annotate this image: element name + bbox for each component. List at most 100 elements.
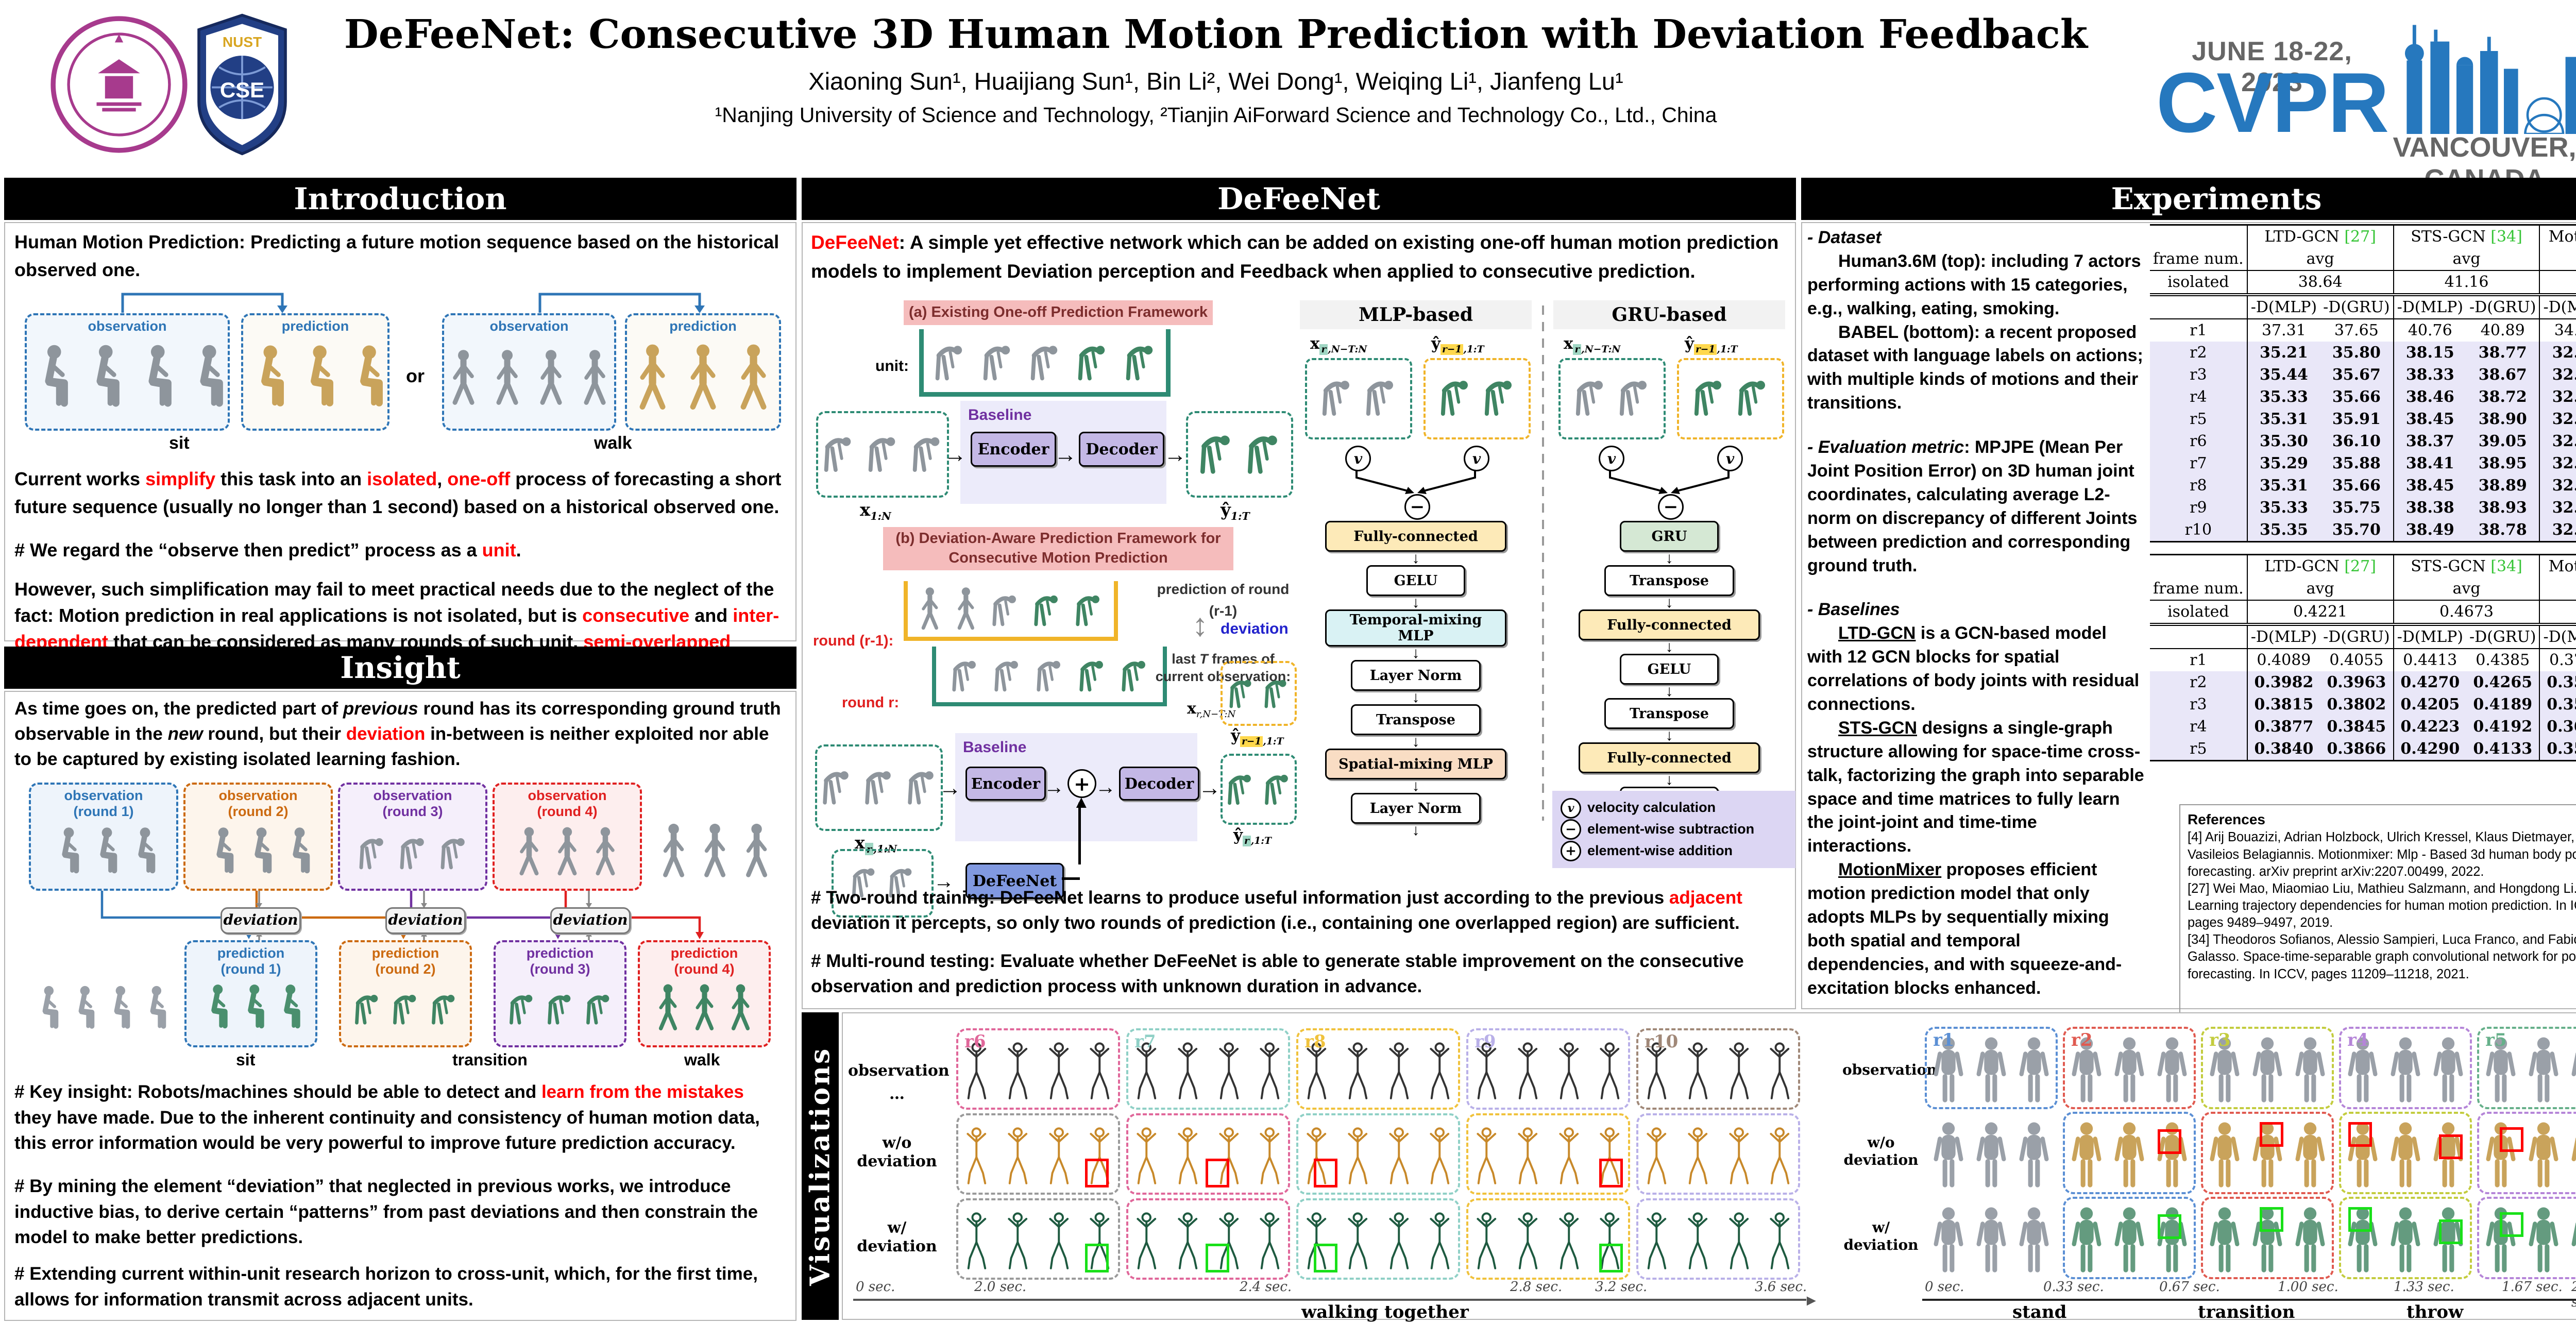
timeline-axis [1922,1299,2576,1301]
sk-w-box4 [1466,1198,1630,1280]
defeenet-input-box [832,849,934,918]
gru-x-label: x r ,N−T:N [1564,334,1621,355]
time-tick: 2.4 sec. [1240,1279,1292,1295]
mesh-wo-box1 [1925,1112,2058,1194]
velocity-icon: v [1464,446,1489,471]
sk-w-box2 [1126,1198,1290,1280]
defeenet-to-plus-line [1062,877,1080,880]
observation-round1-box: observation (round 1) [29,783,178,891]
mlp-y-box [1423,358,1531,439]
cse-logo: NUST CSE [197,13,287,156]
intro-figure: observation prediction sit or observatio… [14,290,785,460]
prediction-round4-box: prediction (round 4) [638,940,771,1047]
fig-a-output-label: ŷ1:T [1221,500,1250,522]
fig-a-output-box [1186,411,1293,498]
row-label-observation: observation … [848,1062,950,1103]
flow-divider [1542,305,1544,821]
baselines-heading: - Baselines [1807,600,1900,620]
flow-box: Spatial-mixing MLP [1325,749,1506,779]
results-table: LTD-GCN [27]STS-GCN [34]MotionMixer [4]f… [2150,554,2576,761]
sit-observation-box: observation [25,313,230,431]
cvpr-logo: JUNE 18-22, 2023 CVPR VANCOUVER, CANADA [2156,5,2576,195]
arrow-down-icon: ↓ [1412,644,1420,661]
skeleton-visualization: observation … w/o deviation w/deviation r… [848,1015,1822,1322]
defeenet-panel: DeFeeNet: A simple yet effective network… [802,222,1796,1009]
arrow-right-icon: → [1095,776,1116,799]
row-label-wo-deviation: w/o deviation [1843,1134,1919,1168]
mesh-visualization: observation w/o deviation w/deviation r1 … [1842,1015,2576,1322]
gru-y-label: ŷ r−1,1:T [1685,334,1738,355]
round-prev-bracket [904,581,1118,641]
insight-panel: As time goes on, the predicted part of p… [4,691,796,1321]
reference-item: [4] Arij Bouazizi, Adrian Holzbock, Ulri… [2188,830,2576,879]
authors: Xiaoning Sun¹, Huaijiang Sun¹, Bin Li², … [808,67,1623,95]
arrow-down-icon: ↓ [1412,822,1420,839]
legend-addition: + element-wise addition [1561,840,1787,862]
unit-arrow-walk [538,293,705,313]
observation-label: observation [489,318,569,334]
section-header-defeenet: DeFeeNet [802,178,1796,220]
prediction-label: prediction [281,318,349,334]
poster-header: NUST CSE DeFeeNet: Consecutive 3D Human … [0,0,2576,195]
mesh-wo-box2 [2063,1112,2196,1194]
time-tick: 3.6 sec. [1755,1279,1807,1295]
flow-box: GELU [1366,565,1465,596]
fig-a-title: (a) Existing One-off Prediction Framewor… [904,300,1213,325]
transition-caption: transition [452,1050,528,1069]
arrow-down-icon: ↓ [1412,594,1420,611]
defeenet-p1: DeFeeNet: A simple yet effective network… [811,232,1779,282]
svg-text:NUST: NUST [223,34,262,50]
mesh-w-box5 [2477,1197,2576,1279]
mlp-stack: Fully-connected ↓ GELU ↓ Temporal-mixing MLP… [1300,521,1532,839]
sit-prediction-box: prediction [241,313,389,431]
sk-wo-box5 [1636,1113,1800,1195]
section-header-experiments: Experiments [1801,178,2576,220]
time-tick: 2.0 sec. [974,1279,1027,1295]
experiments-text: - Dataset Human3.6M (top): including 7 a… [1807,226,2145,1000]
cvpr-date: JUNE 18-22, 2023 [2192,37,2352,97]
prediction-round1-box: prediction (round 1) [184,940,317,1047]
arrow-right-icon: → [934,870,954,893]
decoder-box: Decoder [1079,432,1164,467]
caption-throw: throw [2406,1302,2464,1322]
time-tick: 0 sec. [856,1279,895,1295]
arrow-down-icon: ↓ [1665,683,1673,700]
baselines-p2: STS-GCN designs a single-graph structure… [1807,718,2144,856]
time-tick: 0 sec. [1925,1279,1964,1295]
plus-icon: + [1561,841,1581,862]
mesh-w-box1 [1925,1197,2058,1279]
gru-title: GRU-based [1553,300,1785,329]
gru-converge-lines [1609,470,1730,494]
mesh-wo-box3 [2201,1112,2334,1194]
row-label-wo-deviation: w/o deviation [857,1134,937,1170]
mesh-w-box4 [2339,1197,2472,1279]
flow-box: Fully-connected [1579,742,1760,773]
baselines-p3: MotionMixer proposes efficient motion pr… [1807,860,2122,998]
flow-box: GRU [1620,521,1719,552]
defeenet-box: DeFeeNet [965,863,1064,899]
sk-w-box1 [956,1198,1120,1280]
mlp-x-label: x r ,N−T:N [1310,334,1367,355]
arrow-down-icon: ↓ [1665,594,1673,611]
or-label: or [406,365,425,386]
flow-box: Transpose [1604,565,1734,596]
sk-obs-r8: r8 [1296,1028,1460,1110]
intro-p1: Human Motion Prediction: Predicting a fu… [14,231,779,280]
encoder-box: Encoder [965,767,1046,801]
walk-observation-box: observation [442,313,616,431]
row-label-w-deviation: w/deviation [1843,1219,1919,1253]
fig-a-input-label: x1:N [860,500,891,522]
observation-round2-box: observation (round 2) [183,783,333,891]
visualizations-header-bar: Visualizations [802,1012,839,1320]
mesh-wo-box5 [2477,1112,2576,1194]
h36m-results-table: LTD-GCN [27]STS-GCN [34]MotionMixer [4]f… [2150,224,2576,542]
symbol-legend: v velocity calculation − element-wise subt… [1552,791,1795,868]
references-title: References [2188,811,2265,827]
visualizations-panel: observation … w/o deviation w/deviation r… [842,1012,2576,1322]
time-tick: 1.00 sec. [2278,1279,2338,1295]
deviation-pill-1: deviation [221,907,301,934]
arrow-right-icon: → [939,775,961,801]
time-tick: 1.33 sec. [2394,1279,2454,1295]
section-header-insight: Insight [4,647,796,689]
mesh-wo-box4 [2339,1112,2472,1194]
